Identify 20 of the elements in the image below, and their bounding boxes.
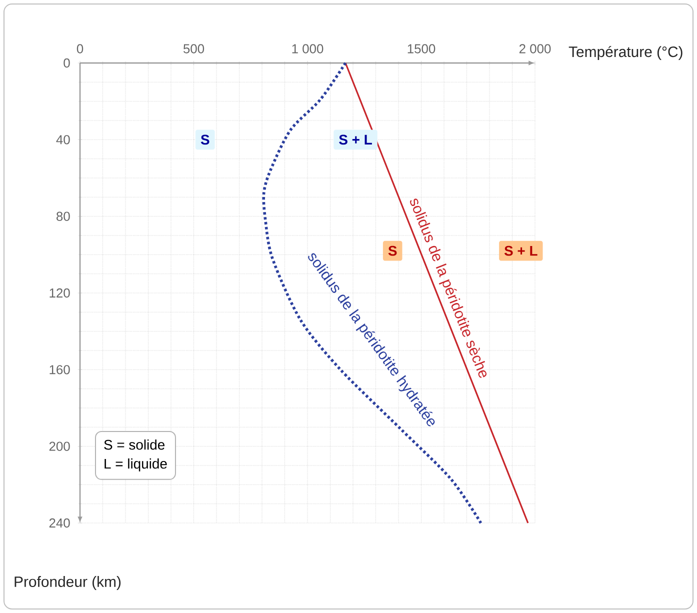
x-tick-label: 1500	[408, 44, 436, 54]
y-tick-label: 240	[49, 518, 70, 528]
annotation: S	[388, 246, 397, 256]
x-tick-label: 1 000	[292, 44, 324, 54]
annotation: L = liquide	[104, 458, 167, 472]
y-tick-label: 0	[64, 58, 70, 68]
annotation: S + L	[339, 134, 372, 145]
y-tick-label: 160	[50, 365, 70, 374]
y-tick-label: 200	[49, 442, 70, 451]
y-tick-label: 120	[50, 288, 70, 298]
y-tick-label: 40	[56, 135, 70, 144]
x-tick-label: 0	[76, 44, 84, 54]
annotation: S = solide	[104, 439, 165, 450]
annotation: S + L	[504, 246, 538, 256]
annotation: S	[200, 134, 210, 145]
x-tick-label: 2 000	[519, 44, 551, 54]
y-axis-title: Profondeur (km)	[14, 576, 121, 590]
x-tick-label: 500	[183, 44, 204, 54]
y-tick-label: 80	[56, 212, 70, 221]
x-axis-title: Température (°C)	[568, 46, 682, 60]
